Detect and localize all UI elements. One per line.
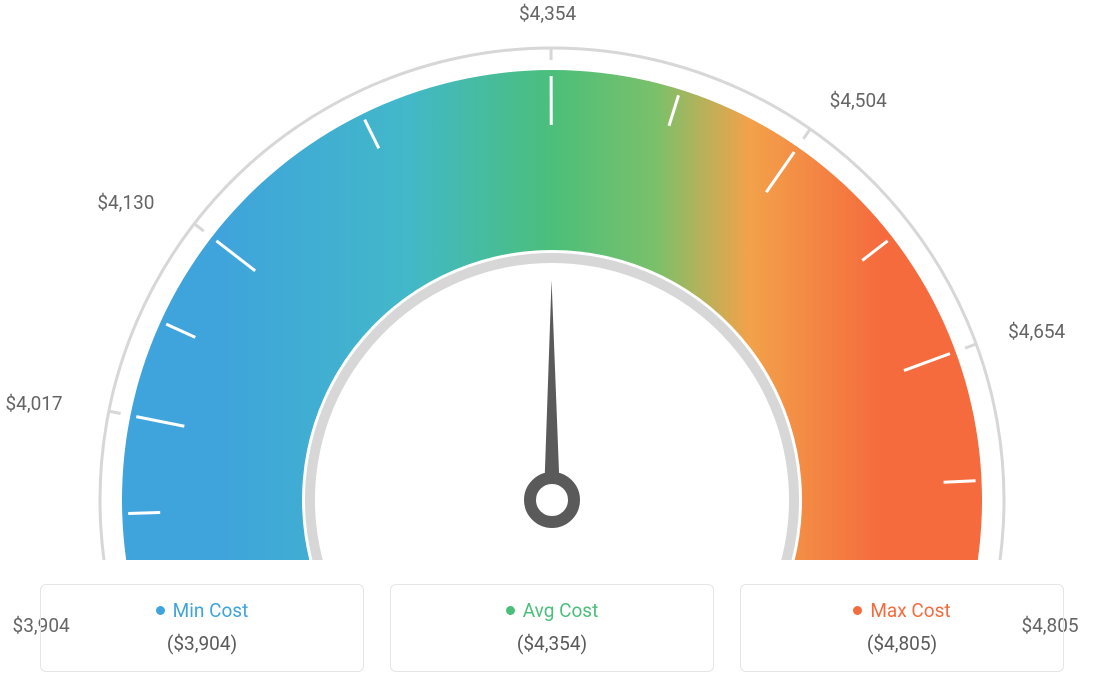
gauge-tick-label: $4,504 [830,89,887,112]
min-cost-dot [156,606,165,615]
max-cost-title-text: Max Cost [870,599,950,622]
max-cost-dot [853,606,862,615]
gauge-tick-label: $4,354 [519,2,576,25]
gauge-needle [544,280,560,500]
min-cost-card: Min Cost ($3,904) [40,584,364,672]
gauge-tick-label: $4,130 [97,191,154,214]
min-cost-title: Min Cost [156,599,249,622]
gauge-tick-minor [944,481,976,482]
gauge-tick-label: $4,017 [5,392,62,415]
gauge-tick-minor [128,513,160,514]
avg-cost-title-text: Avg Cost [523,599,599,622]
gauge-rim-tick [195,224,204,231]
max-cost-value: ($4,805) [741,632,1063,655]
summary-cards: Min Cost ($3,904) Avg Cost ($4,354) Max … [40,584,1064,672]
gauge-rim-tick [965,344,975,348]
avg-cost-value: ($4,354) [391,632,713,655]
max-cost-title: Max Cost [853,599,950,622]
max-cost-card: Max Cost ($4,805) [740,584,1064,672]
avg-cost-dot [506,606,515,615]
avg-cost-card: Avg Cost ($4,354) [390,584,714,672]
min-cost-value: ($3,904) [41,632,363,655]
min-cost-title-text: Min Cost [173,599,249,622]
gauge-rim-tick [803,130,809,139]
gauge-rim-tick [110,411,121,413]
gauge-svg [0,0,1104,560]
gauge-tick-label: $4,654 [1008,320,1065,343]
avg-cost-title: Avg Cost [506,599,599,622]
gauge-wrap: $3,904$4,017$4,130$4,354$4,504$4,654$4,8… [0,0,1104,560]
gauge-hub [530,478,574,522]
gauge-chart-stage: $3,904$4,017$4,130$4,354$4,504$4,654$4,8… [0,0,1104,690]
